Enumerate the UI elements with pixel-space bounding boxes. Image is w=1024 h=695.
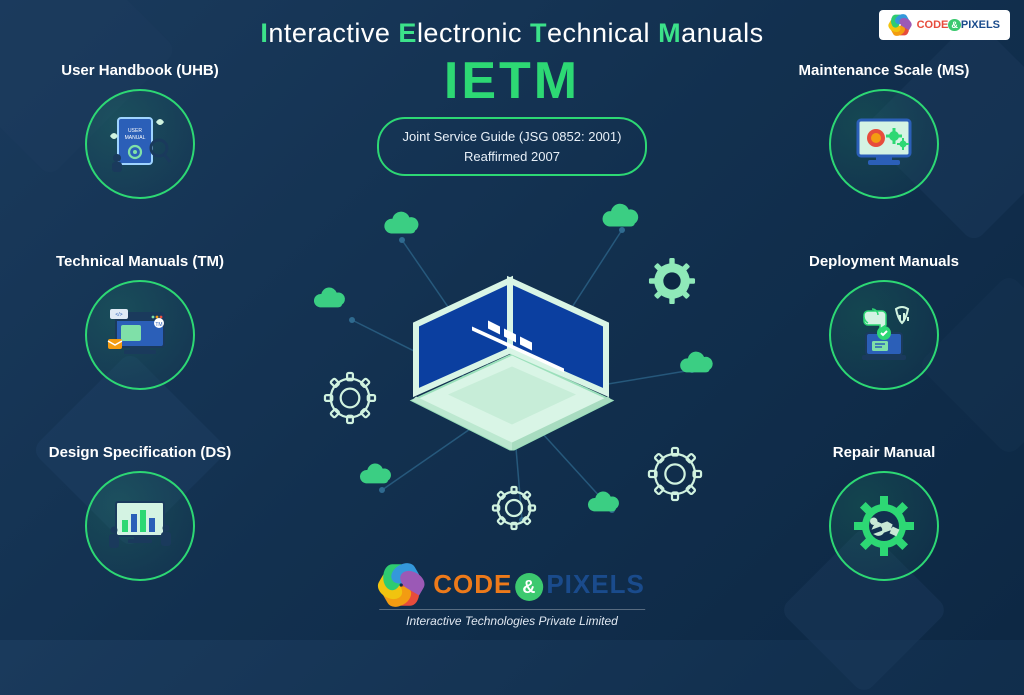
wrench-gear-icon — [848, 490, 920, 562]
cloud-icon — [598, 202, 644, 239]
cloud-icon — [676, 350, 718, 384]
brand-logo-large: CODE&PIXELS Interactive Technologies Pri… — [379, 563, 645, 628]
cloud-icon — [380, 210, 424, 246]
feature-title: Design Specification (DS) — [40, 444, 240, 461]
feature-bubble: USER MANUAL — [85, 89, 195, 199]
feature-design-specification: Design Specification (DS) — [40, 444, 240, 581]
monitor-code-icon: TM </> — [104, 299, 176, 371]
feature-title: User Handbook (UHB) — [40, 62, 240, 79]
feature-bubble — [829, 89, 939, 199]
feature-bubble — [829, 471, 939, 581]
gear-icon — [322, 370, 378, 431]
feature-technical-manuals: Technical Manuals (TM) TM </> — [40, 253, 240, 390]
feature-title: Deployment Manuals — [784, 253, 984, 270]
feature-repair-manual: Repair Manual — [784, 444, 984, 581]
feature-title: Technical Manuals (TM) — [40, 253, 240, 270]
feature-maintenance-scale: Maintenance Scale (MS) — [784, 62, 984, 199]
feature-bubble — [829, 280, 939, 390]
svg-text:</>: </> — [115, 312, 122, 318]
feature-user-handbook: User Handbook (UHB) USER MANUAL — [40, 62, 240, 199]
svg-text:TM: TM — [155, 322, 162, 328]
subtitle-pill: Joint Service Guide (JSG 0852: 2001) Rea… — [377, 117, 648, 176]
feature-title: Maintenance Scale (MS) — [784, 62, 984, 79]
feature-deployment-manuals: Deployment Manuals — [784, 253, 984, 390]
deploy-laptop-icon — [848, 299, 920, 371]
pinwheel-icon — [379, 563, 423, 607]
gear-icon — [646, 255, 698, 312]
gear-icon — [490, 484, 538, 537]
svg-text:USER: USER — [128, 128, 142, 134]
cloud-icon — [584, 490, 624, 523]
laptop-icon — [392, 271, 632, 456]
gear-icon — [646, 445, 704, 508]
feature-bubble — [85, 471, 195, 581]
book-manual-icon: USER MANUAL — [104, 108, 176, 180]
monitor-gear-icon — [848, 108, 920, 180]
page-title: Interactive Electronic Technical Manuals — [0, 18, 1024, 49]
cloud-icon — [310, 286, 350, 319]
feature-bubble: TM </> — [85, 280, 195, 390]
chart-board-icon — [104, 490, 176, 562]
feature-title: Repair Manual — [784, 444, 984, 461]
cloud-icon — [356, 462, 396, 495]
brand-tagline: Interactive Technologies Private Limited — [379, 609, 645, 628]
svg-text:MANUAL: MANUAL — [125, 135, 146, 141]
center-illustration — [292, 200, 732, 540]
brand-text-large: CODE&PIXELS — [433, 569, 645, 600]
